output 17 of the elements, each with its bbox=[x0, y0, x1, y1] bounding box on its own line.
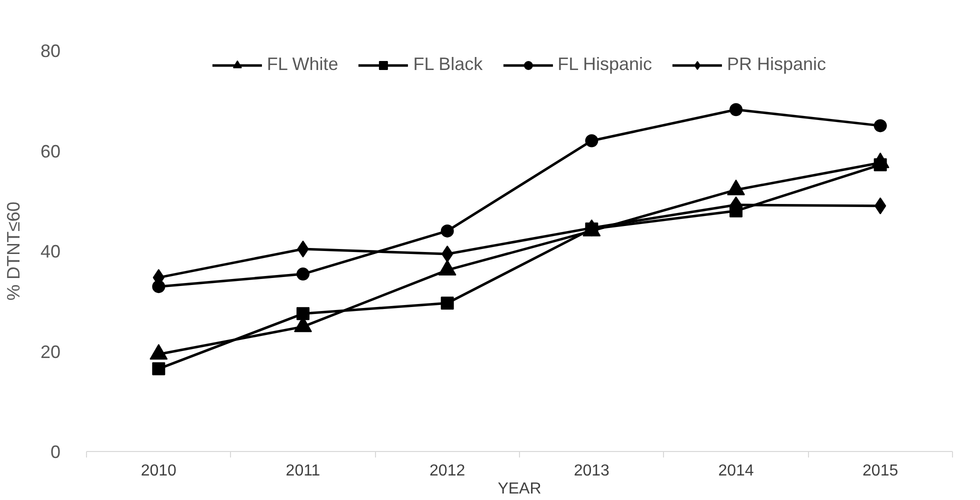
x-tick-label: 2014 bbox=[718, 462, 754, 480]
legend-label: PR Hispanic bbox=[727, 54, 826, 75]
y-tick-label: 80 bbox=[40, 41, 61, 61]
x-axis-title: YEAR bbox=[498, 480, 542, 498]
x-tick-label: 2010 bbox=[140, 462, 177, 480]
legend-label: FL White bbox=[266, 54, 338, 75]
y-tick-label: 0 bbox=[50, 442, 61, 462]
x-tick-label: 2011 bbox=[286, 462, 320, 480]
x-tick-label: 2012 bbox=[430, 462, 466, 480]
x-tick-label: 2015 bbox=[862, 462, 898, 480]
y-tick-label: 20 bbox=[40, 342, 61, 362]
y-tick-label: 60 bbox=[40, 141, 61, 162]
y-axis-title: % DTNT≤60 bbox=[3, 202, 24, 300]
legend-label: FL Hispanic bbox=[558, 54, 652, 75]
y-tick-label: 40 bbox=[40, 242, 61, 262]
x-tick-label: 2013 bbox=[574, 462, 610, 480]
legend-label: FL Black bbox=[413, 54, 483, 75]
